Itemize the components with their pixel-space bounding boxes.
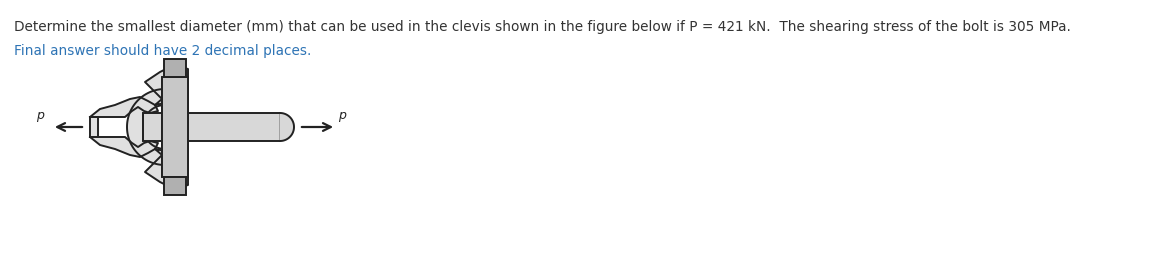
Text: Final answer should have 2 decimal places.: Final answer should have 2 decimal place…	[14, 44, 312, 58]
Polygon shape	[280, 113, 294, 141]
Polygon shape	[90, 65, 188, 117]
Bar	[143, 113, 280, 141]
Bar	[165, 59, 185, 77]
Text: p: p	[36, 109, 44, 122]
Text: Determine the smallest diameter (mm) that can be used in the clevis shown in the: Determine the smallest diameter (mm) tha…	[14, 20, 1071, 34]
Polygon shape	[90, 137, 188, 189]
Bar	[162, 77, 188, 177]
Text: p: p	[338, 109, 345, 122]
Polygon shape	[90, 117, 99, 137]
Polygon shape	[127, 89, 165, 165]
Bar	[165, 177, 185, 195]
